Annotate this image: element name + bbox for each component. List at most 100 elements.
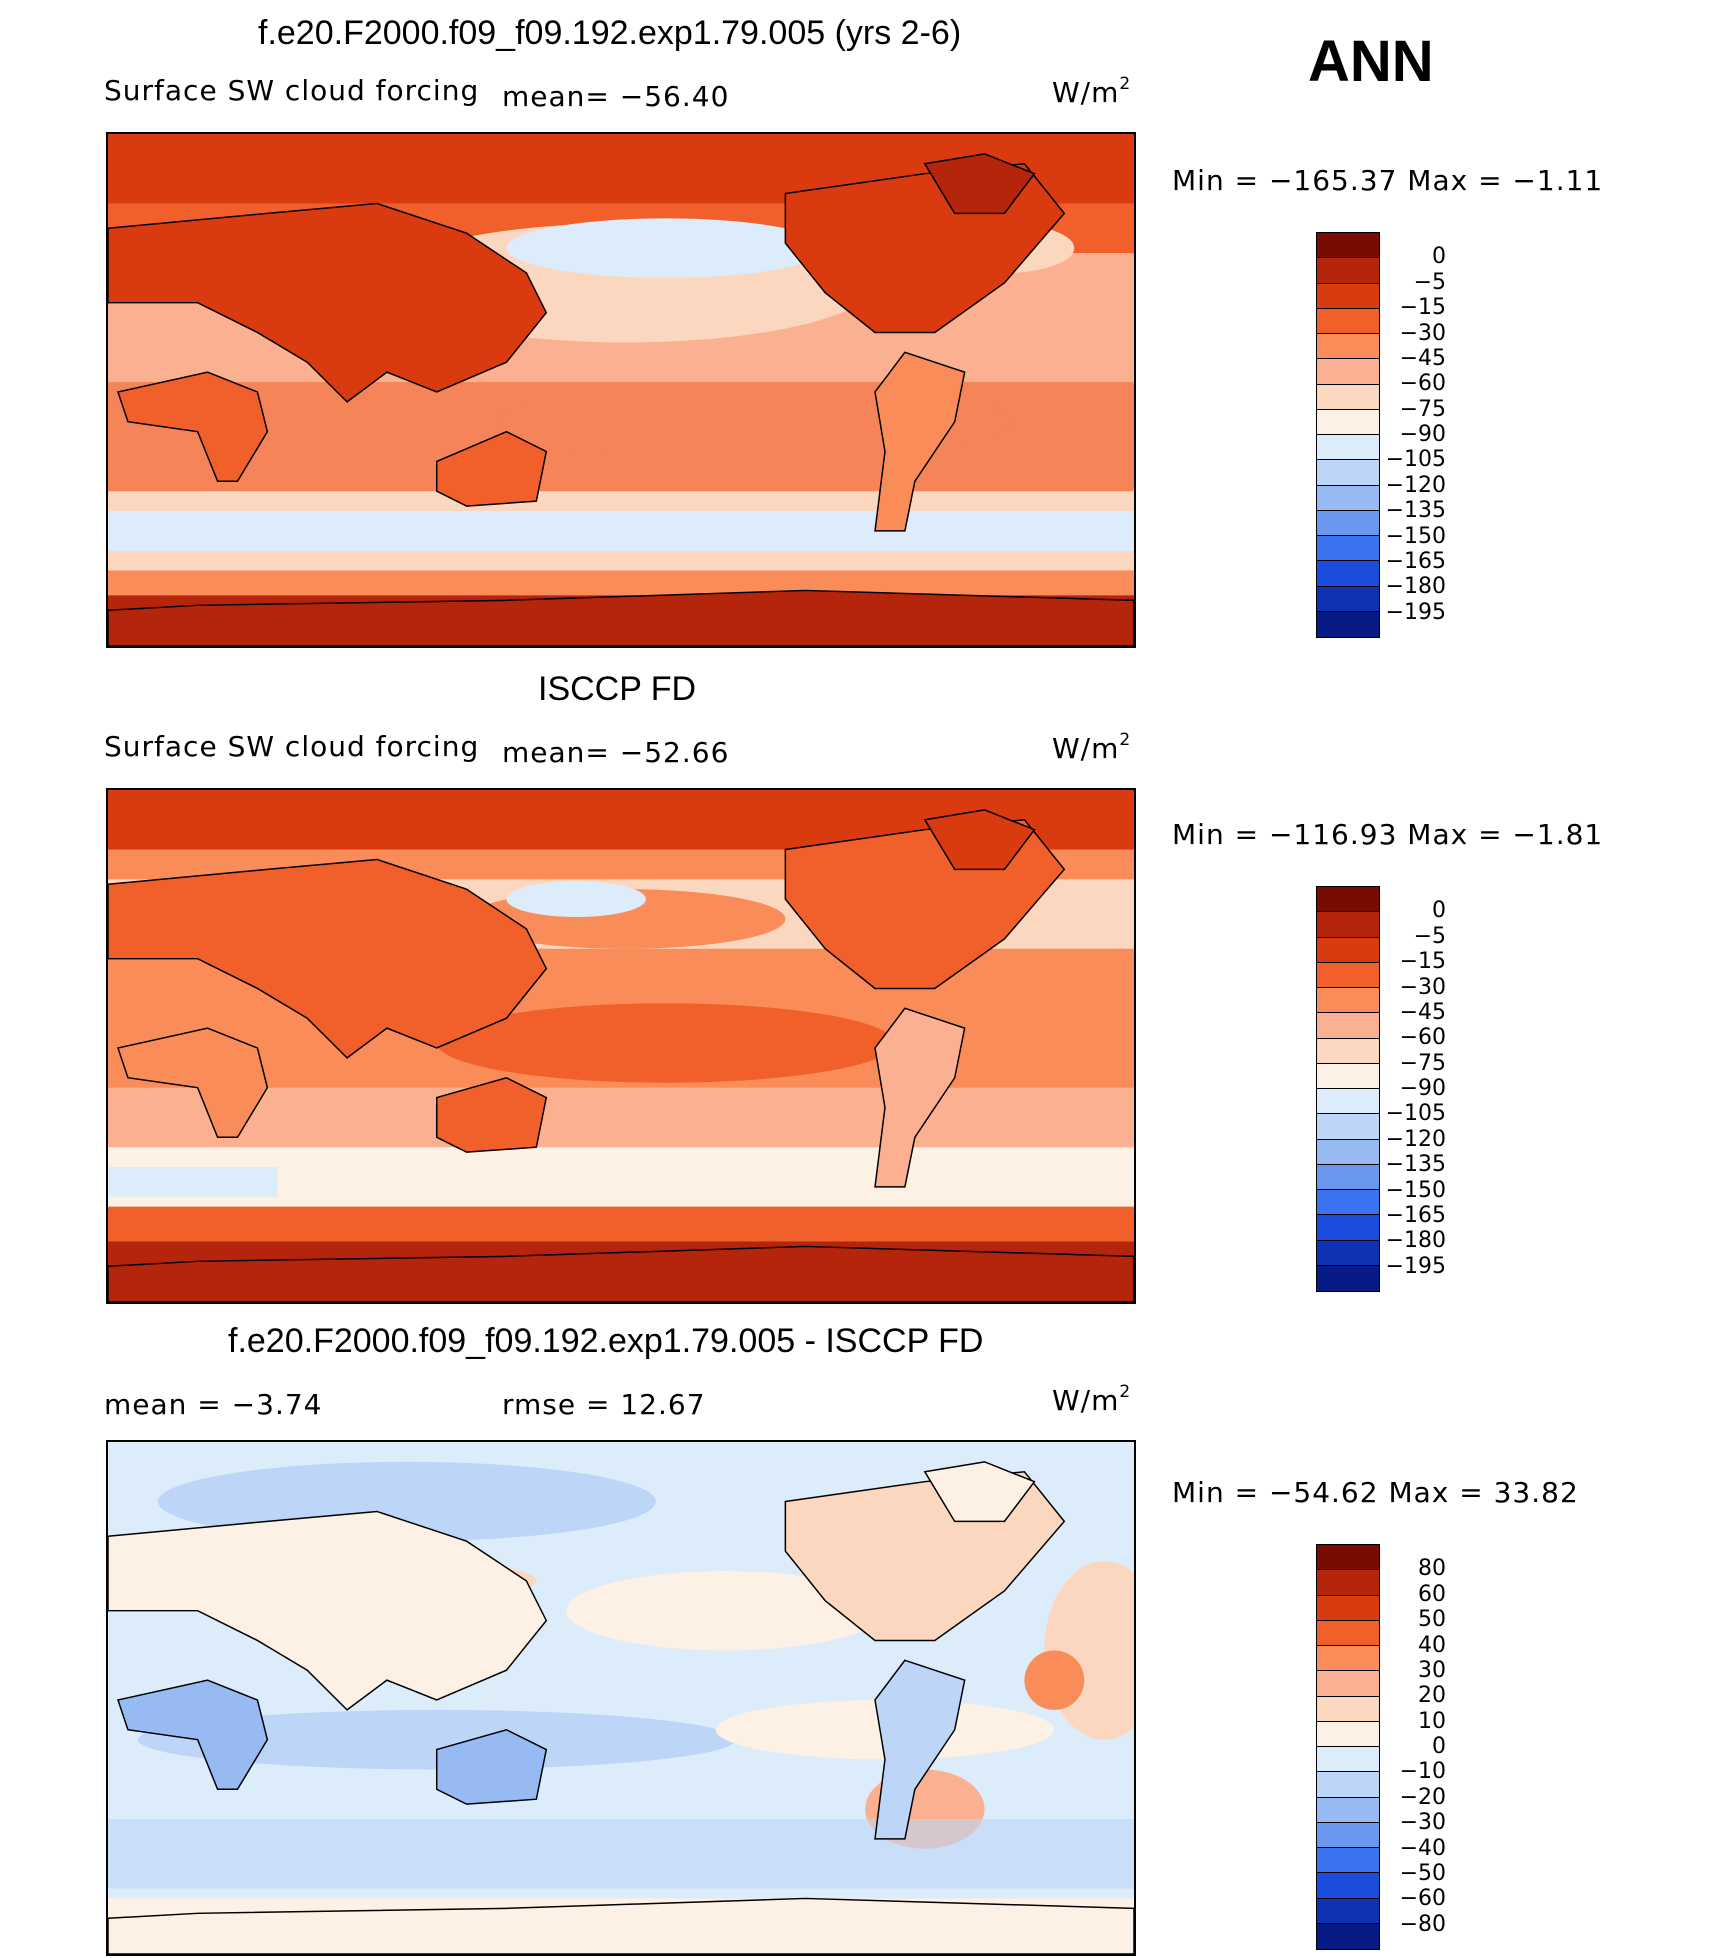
colorbar-swatch — [1317, 1139, 1379, 1165]
colorbar-tick-label: −120 — [1385, 1126, 1446, 1152]
colorbar-tick-label: 20 — [1418, 1683, 1446, 1709]
colorbar-swatch — [1317, 611, 1379, 637]
colorbar-tick-label: −180 — [1385, 574, 1446, 600]
colorbar-tick-label: −30 — [1399, 1810, 1446, 1836]
panel2-minmax: Min = −116.93 Max = −1.81 — [1172, 818, 1604, 851]
panel3-map — [106, 1440, 1136, 1956]
colorbar-tick-label: −20 — [1399, 1784, 1446, 1810]
colorbar-tick-label: 0 — [1432, 1734, 1446, 1759]
colorbar-swatch — [1317, 1265, 1379, 1291]
panel2-colorbar — [1316, 886, 1380, 1292]
colorbar-tick-label: −45 — [1399, 345, 1446, 371]
colorbar-tick-label: −195 — [1385, 1253, 1446, 1279]
colorbar-tick-label: −10 — [1399, 1759, 1446, 1785]
colorbar-tick-label: 0 — [1432, 244, 1446, 270]
panel2-map — [106, 788, 1136, 1304]
colorbar-tick-label: −75 — [1399, 1050, 1446, 1076]
panel2-variable: Surface SW cloud forcing — [104, 730, 480, 763]
panel3-rmse: rmse = 12.67 — [502, 1388, 706, 1421]
colorbar-tick-label: 0 — [1432, 898, 1446, 924]
colorbar-swatch — [1317, 409, 1379, 435]
colorbar-tick-label: −75 — [1399, 396, 1446, 422]
colorbar-swatch — [1317, 586, 1379, 612]
colorbar-swatch — [1317, 1215, 1379, 1241]
colorbar-swatch — [1317, 1772, 1379, 1798]
colorbar-swatch — [1317, 937, 1379, 963]
colorbar-swatch — [1317, 1696, 1379, 1722]
colorbar-swatch — [1317, 1038, 1379, 1064]
colorbar-swatch — [1317, 1646, 1379, 1672]
panel2-unit: W/m2 — [1052, 730, 1132, 765]
colorbar-swatch — [1317, 561, 1379, 587]
colorbar-swatch — [1317, 1848, 1379, 1874]
colorbar-swatch — [1317, 1190, 1379, 1216]
colorbar-swatch — [1317, 334, 1379, 360]
colorbar-tick-label: −195 — [1385, 599, 1446, 625]
colorbar-swatch — [1317, 384, 1379, 410]
colorbar-tick-label: −60 — [1399, 1886, 1446, 1912]
colorbar-tick-label: −60 — [1399, 371, 1446, 397]
colorbar-tick-label: −30 — [1399, 320, 1446, 346]
colorbar-tick-label: −105 — [1385, 1101, 1446, 1127]
panel3-minmax: Min = −54.62 Max = 33.82 — [1172, 1476, 1579, 1509]
colorbar-tick-label: −50 — [1399, 1860, 1446, 1886]
colorbar-swatch — [1317, 536, 1379, 562]
colorbar-swatch — [1317, 1747, 1379, 1773]
colorbar-tick-label: −5 — [1413, 923, 1446, 949]
colorbar-tick-label: −120 — [1385, 472, 1446, 498]
colorbar-swatch — [1317, 233, 1379, 259]
colorbar-swatch — [1317, 988, 1379, 1014]
colorbar-swatch — [1317, 485, 1379, 511]
colorbar-swatch — [1317, 308, 1379, 334]
colorbar-tick-label: −135 — [1385, 498, 1446, 524]
colorbar-swatch — [1317, 258, 1379, 284]
colorbar-tick-label: −90 — [1399, 1076, 1446, 1101]
colorbar-swatch — [1317, 1063, 1379, 1089]
colorbar-tick-label: 30 — [1418, 1657, 1446, 1683]
colorbar-swatch — [1317, 1595, 1379, 1621]
colorbar-tick-label: −150 — [1385, 523, 1446, 549]
colorbar-swatch — [1317, 283, 1379, 309]
colorbar-tick-label: −165 — [1385, 548, 1446, 574]
colorbar-swatch — [1317, 435, 1379, 461]
colorbar-swatch — [1317, 359, 1379, 385]
panel1-minmax: Min = −165.37 Max = −1.11 — [1172, 164, 1604, 197]
colorbar-swatch — [1317, 1797, 1379, 1823]
panel2-mean: mean= −52.66 — [502, 736, 730, 769]
colorbar-tick-label: 80 — [1418, 1556, 1446, 1582]
colorbar-swatch — [1317, 1873, 1379, 1899]
colorbar-swatch — [1317, 962, 1379, 988]
panel3-colorbar — [1316, 1544, 1380, 1950]
colorbar-tick-label: −165 — [1385, 1202, 1446, 1228]
colorbar-swatch — [1317, 510, 1379, 536]
panel2-title: ISCCP FD — [538, 670, 697, 708]
colorbar-swatch — [1317, 1570, 1379, 1596]
colorbar-tick-label: −105 — [1385, 447, 1446, 473]
colorbar-swatch — [1317, 1898, 1379, 1924]
panel1-map — [106, 132, 1136, 648]
colorbar-tick-label: −15 — [1399, 949, 1446, 975]
colorbar-tick-label: −5 — [1413, 269, 1446, 295]
panel1-mean: mean= −56.40 — [502, 80, 730, 113]
colorbar-swatch — [1317, 1089, 1379, 1115]
colorbar-swatch — [1317, 1620, 1379, 1646]
colorbar-swatch — [1317, 460, 1379, 486]
colorbar-tick-label: 60 — [1418, 1581, 1446, 1607]
colorbar-tick-label: −60 — [1399, 1025, 1446, 1051]
colorbar-swatch — [1317, 1721, 1379, 1747]
colorbar-swatch — [1317, 1114, 1379, 1140]
panel1-unit: W/m2 — [1052, 74, 1132, 109]
colorbar-tick-label: −150 — [1385, 1177, 1446, 1203]
season-label: ANN — [1308, 29, 1434, 94]
colorbar-tick-label: 10 — [1418, 1708, 1446, 1734]
colorbar-swatch — [1317, 912, 1379, 938]
colorbar-tick-label: −30 — [1399, 974, 1446, 1000]
colorbar-tick-label: −135 — [1385, 1152, 1446, 1178]
colorbar-swatch — [1317, 1822, 1379, 1848]
colorbar-tick-label: 50 — [1418, 1607, 1446, 1633]
colorbar-tick-label: −80 — [1399, 1911, 1446, 1937]
panel3-mean: mean = −3.74 — [104, 1388, 323, 1421]
colorbar-swatch — [1317, 1545, 1379, 1571]
colorbar-swatch — [1317, 887, 1379, 913]
colorbar-swatch — [1317, 1013, 1379, 1039]
